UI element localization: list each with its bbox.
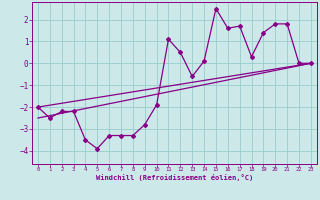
X-axis label: Windchill (Refroidissement éolien,°C): Windchill (Refroidissement éolien,°C) [96, 174, 253, 181]
